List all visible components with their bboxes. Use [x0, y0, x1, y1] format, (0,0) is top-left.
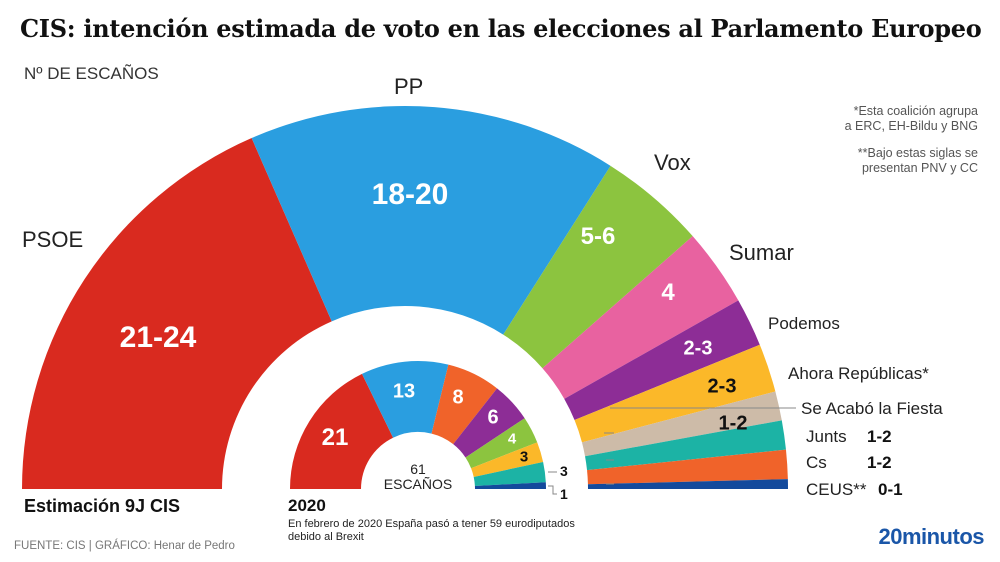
party-label: Podemos: [768, 314, 840, 333]
party-label: Junts: [806, 427, 847, 446]
party-label: Se Acabó la Fiesta: [801, 399, 943, 418]
source-credit: FUENTE: CIS | GRÁFICO: Henar de Pedro: [14, 540, 235, 552]
seat-value: 1-2: [867, 427, 892, 446]
seat-value: 2-3: [683, 337, 713, 360]
seat-segment-2020: [471, 442, 544, 477]
seat-segment-2020: [473, 461, 546, 486]
party-label: PSOE: [22, 227, 84, 252]
party-label: Ahora Repúblicas*: [788, 364, 929, 383]
year-2020-note: En febrero de 2020 España pasó a tener 5…: [288, 518, 575, 543]
seat-value: 0-1: [878, 480, 903, 499]
note-line: **Bajo estas siglas se: [857, 146, 978, 160]
seat-value: 4: [661, 279, 675, 306]
chart-subtitle: Nº DE ESCAÑOS: [24, 64, 159, 83]
seat-value: 1-2: [718, 412, 748, 435]
seat-value: 2-3: [707, 375, 737, 398]
seat-segment: [587, 479, 788, 489]
total-seats-text: ESCAÑOS: [383, 476, 453, 492]
total-seats-label: 61 ESCAÑOS: [384, 462, 452, 492]
seat-segment: [503, 165, 693, 369]
seat-value: 18-20: [371, 178, 449, 211]
seat-value-2020: 21: [321, 424, 349, 451]
seat-segment: [587, 449, 788, 485]
seat-segment: [542, 236, 739, 399]
year-2020-caption: 2020: [288, 496, 326, 515]
total-seats-number: 61: [410, 461, 426, 477]
seat-segment-2020: [465, 418, 538, 469]
estimate-caption: Estimación 9J CIS: [24, 496, 181, 516]
seat-segment-2020: [431, 364, 498, 445]
leader-line: [548, 485, 557, 495]
party-label: Cs: [806, 453, 827, 472]
seat-value-2020: 13: [392, 380, 416, 403]
seat-segment-2020: [362, 361, 449, 438]
party-label: Vox: [654, 150, 691, 175]
seat-value-2020: 1: [560, 486, 568, 502]
seat-segment-2020: [290, 373, 394, 489]
seat-segment: [564, 300, 760, 421]
seat-value-2020: 8: [452, 386, 464, 409]
note-line: *Esta coalición agrupa: [853, 104, 978, 118]
seat-segment-2020: [474, 482, 546, 489]
party-label: CEUS**: [806, 480, 867, 499]
seat-segment: [251, 106, 611, 335]
seat-segment: [22, 138, 332, 489]
note-line: a ERC, EH-Bildu y BNG: [844, 119, 978, 133]
seat-value: 1-2: [867, 453, 892, 472]
brand-logo: 20minutos: [878, 524, 984, 549]
seat-value: 5-6: [580, 223, 616, 250]
seat-value: 21-24: [119, 321, 197, 354]
party-label: PP: [394, 74, 424, 99]
seat-segment-2020: [453, 388, 525, 458]
seat-value-2020: 4: [507, 430, 517, 448]
seat-segment: [585, 420, 786, 471]
chart-title: CIS: intención estimada de voto en las e…: [20, 14, 982, 43]
party-label: Sumar: [729, 240, 794, 265]
seat-segment: [574, 344, 776, 443]
seat-value-2020: 6: [487, 406, 499, 429]
seat-value-2020: 3: [560, 463, 568, 479]
note-line: presentan PNV y CC: [861, 161, 978, 175]
seat-value-2020: 3: [519, 448, 529, 466]
